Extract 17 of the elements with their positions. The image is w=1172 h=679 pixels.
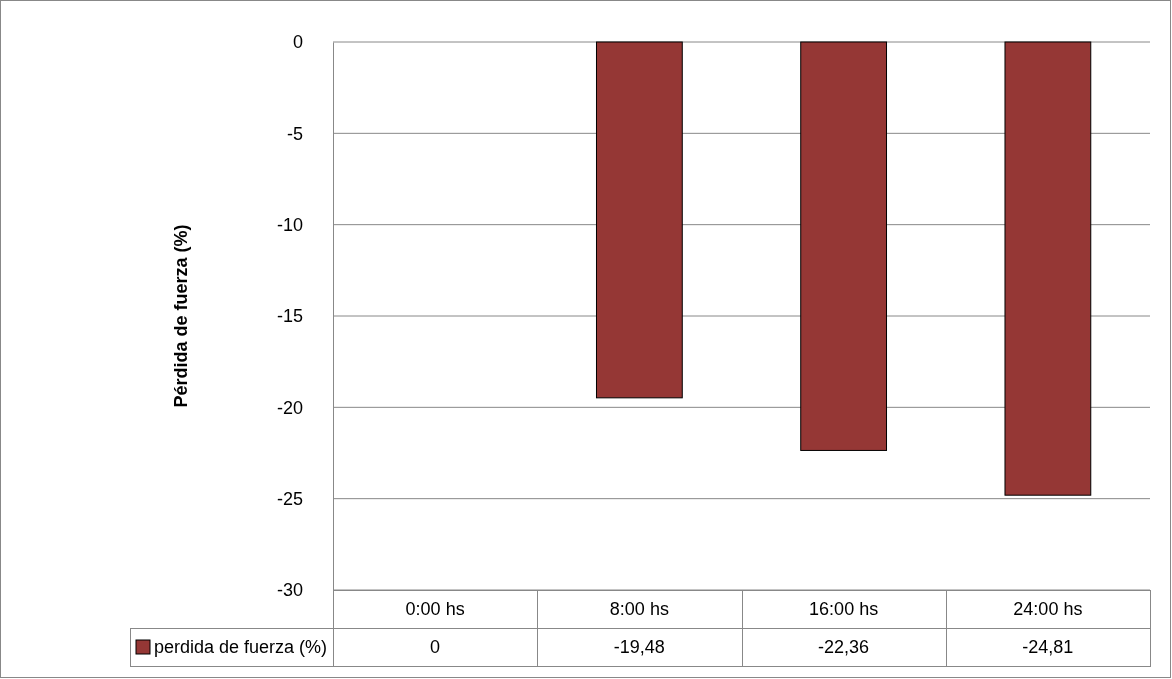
data-label: -24,81 xyxy=(1022,637,1074,657)
y-axis-title: Pérdida de fuerza (%) xyxy=(171,224,191,408)
data-label: -22,36 xyxy=(818,637,870,657)
data-label: -19,48 xyxy=(613,637,665,657)
y-tick-label: -20 xyxy=(276,397,303,418)
x-tick-label: 8:00 hs xyxy=(609,599,669,619)
y-tick-label: -25 xyxy=(276,488,303,509)
legend-label: perdida de fuerza (%) xyxy=(154,637,328,657)
y-tick-label: -5 xyxy=(286,123,303,144)
y-tick-label: 0 xyxy=(292,32,303,53)
y-tick-label: -15 xyxy=(276,306,303,327)
x-tick-label: 24:00 hs xyxy=(1013,599,1083,619)
data-label: 0 xyxy=(430,637,441,657)
y-tick-label: -10 xyxy=(276,214,303,235)
y-tick-label: -30 xyxy=(276,580,303,601)
x-tick-label: 16:00 hs xyxy=(809,599,879,619)
x-tick-label: 0:00 hs xyxy=(405,599,465,619)
